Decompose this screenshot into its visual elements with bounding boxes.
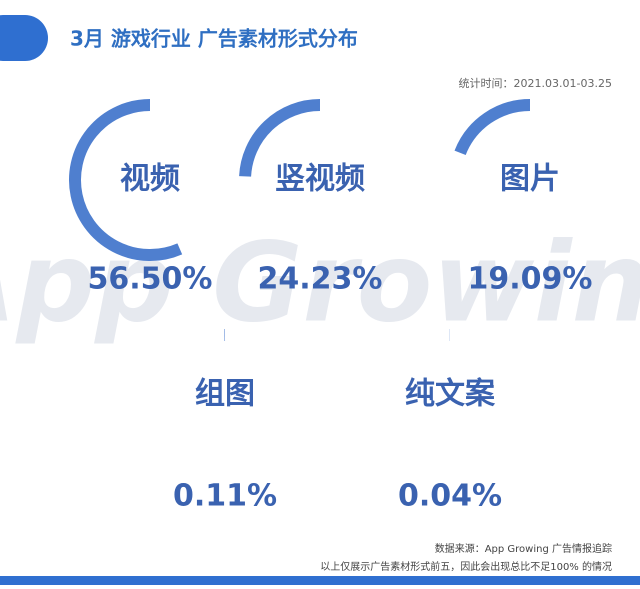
value-label: 0.11% [173, 479, 277, 514]
footer-bar [0, 576, 640, 585]
category-label: 图片 [500, 162, 560, 197]
category-label: 纯文案 [405, 377, 496, 412]
chart-title: 3月 游戏行业 广告素材形式分布 [70, 27, 358, 51]
value-label: 0.04% [398, 479, 502, 514]
value-label: 24.23% [258, 262, 383, 297]
note: 以上仅展示广告素材形式前五，因此会出现总比不足100% 的情况 [320, 560, 612, 573]
arc [460, 105, 530, 153]
category-label: 竖视频 [275, 162, 365, 197]
category-label: 视频 [120, 162, 180, 197]
source: 数据来源：App Growing 广告情报追踪 [435, 542, 612, 555]
header-bar [0, 15, 48, 61]
subtitle: 统计时间：2021.03.01-03.25 [459, 77, 612, 90]
value-label: 56.50% [88, 262, 213, 297]
category-label: 组图 [195, 377, 255, 412]
value-label: 19.09% [468, 262, 593, 297]
